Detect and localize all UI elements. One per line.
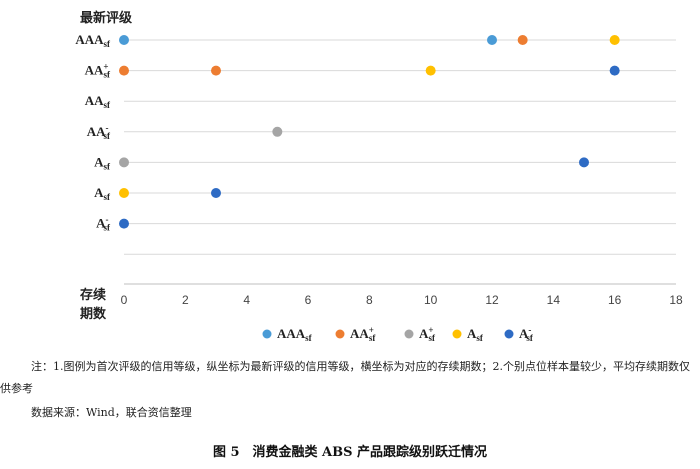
legend: AAAsf AA+ sf A+ sf Asf A-sf [262,325,534,343]
data-point [609,65,620,76]
y-tick-label: AAsf [85,93,111,110]
rating-migration-chart: 最新评级 AAAsf AA+ sf AAsf AA-sf Asf Asf A-sf 0 2 4 6 8… [75,10,683,343]
legend-label: AAAsf [277,326,313,343]
data-point [425,65,436,76]
x-tick-labels: 0 2 4 6 8 10 12 14 16 18 [121,293,683,307]
data-source: 数据来源：Wind，联合资信整理 [31,406,192,419]
gridlines [124,39,676,285]
legend-marker [452,329,462,339]
data-point [609,35,620,45]
y-tick-label: AA+ sf [85,62,111,80]
x-tick-label: 14 [547,293,561,307]
data-points [119,35,620,229]
x-tick-label: 2 [182,293,189,307]
data-point [119,157,129,168]
x-tick-label: 10 [424,293,438,307]
data-point [211,65,221,76]
y-tick-label: AA-sf [87,123,111,141]
legend-marker [335,329,345,339]
data-point [119,188,129,198]
data-point [487,35,497,45]
legend-marker [504,329,514,339]
x-tick-label: 0 [121,293,128,307]
x-axis-title-line1: 存续 [80,287,106,303]
data-point [517,35,528,45]
data-point [579,157,589,168]
data-point [272,126,283,137]
x-tick-label: 12 [485,293,499,307]
legend-label: Asf [467,326,484,343]
y-tick-labels: AAAsf AA+ sf AAsf AA-sf Asf Asf A-sf [75,32,111,233]
y-tick-label: Asf [94,154,111,171]
data-point [119,218,129,229]
y-tick-label: Asf [94,185,111,202]
legend-label: A-sf [519,325,534,343]
x-tick-label: 6 [305,293,312,307]
footnote: 注：1.图例为首次评级的信用等级，纵坐标为最新评级的信用等级，横坐标为对应的存续… [0,360,690,395]
legend-label: AA+ sf [350,325,376,343]
x-tick-label: 18 [669,293,683,307]
legend-marker [262,329,272,339]
data-point [119,65,129,76]
x-tick-label: 16 [608,293,622,307]
x-axis-title-line2: 期数 [80,306,107,322]
x-tick-label: 8 [366,293,373,307]
data-point [119,35,129,45]
legend-marker [404,329,414,339]
legend-label: A+ sf [419,325,436,343]
y-tick-label: AAAsf [75,32,111,49]
x-tick-label: 4 [243,293,250,307]
y-tick-label: A-sf [96,215,111,233]
y-axis-title: 最新评级 [80,10,133,26]
figure-caption: 图 5 消费金融类 ABS 产品跟踪级别跃迁情况 [212,445,488,460]
data-point [211,188,221,198]
